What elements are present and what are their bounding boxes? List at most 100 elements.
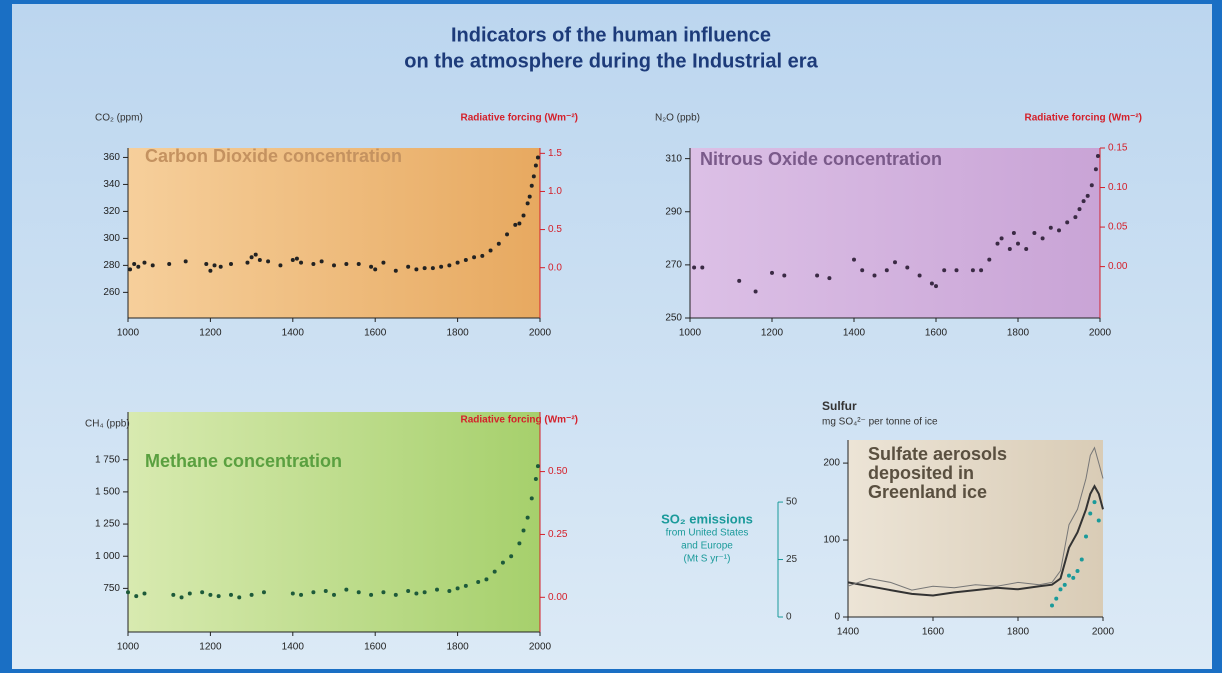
data-point xyxy=(278,263,282,267)
data-point xyxy=(332,263,336,267)
data-point xyxy=(237,595,241,599)
y2-axis-label: Radiative forcing (Wm⁻²) xyxy=(1024,113,1142,124)
data-point xyxy=(472,255,476,259)
y-axis-label: N₂O (ppb) xyxy=(655,113,700,124)
data-point xyxy=(373,267,377,271)
data-point xyxy=(1041,236,1045,240)
x-tick-label: 1400 xyxy=(837,627,860,638)
data-point xyxy=(184,259,188,263)
x-tick-label: 1200 xyxy=(199,328,222,339)
y2-tick-label: 0.00 xyxy=(1108,261,1128,272)
data-point xyxy=(1093,500,1097,504)
data-point xyxy=(1082,199,1086,203)
data-point xyxy=(208,593,212,597)
data-point xyxy=(1078,207,1082,211)
y-tick-label: 320 xyxy=(103,206,120,217)
x-tick-label: 2000 xyxy=(1092,627,1115,638)
data-point xyxy=(447,589,451,593)
figure: Indicators of the human influence on the… xyxy=(0,0,1222,673)
data-point xyxy=(344,588,348,592)
data-point xyxy=(852,258,856,262)
data-point xyxy=(134,594,138,598)
data-point xyxy=(464,258,468,262)
data-point xyxy=(1008,247,1012,251)
data-point xyxy=(213,263,217,267)
data-point xyxy=(128,267,132,271)
data-point xyxy=(291,258,295,262)
data-point xyxy=(266,259,270,263)
data-point xyxy=(885,268,889,272)
data-point xyxy=(770,271,774,275)
y2-tick-label: 0.5 xyxy=(548,224,562,235)
data-point xyxy=(497,242,501,246)
data-point xyxy=(414,267,418,271)
data-point xyxy=(299,593,303,597)
y-tick-label: 280 xyxy=(103,260,120,271)
y-tick-label: 310 xyxy=(665,153,682,164)
x-tick-label: 1400 xyxy=(282,328,305,339)
plot-background xyxy=(690,148,1100,318)
y2-tick-label: 1.5 xyxy=(548,148,562,159)
data-point xyxy=(530,184,534,188)
chart-title: Greenland ice xyxy=(868,482,987,502)
data-point xyxy=(971,268,975,272)
x-tick-label: 1400 xyxy=(282,642,305,653)
data-point xyxy=(1012,231,1016,235)
data-point xyxy=(1096,154,1100,158)
data-point xyxy=(142,592,146,596)
data-point xyxy=(464,584,468,588)
data-point xyxy=(480,254,484,258)
data-point xyxy=(250,255,254,259)
data-point xyxy=(1094,167,1098,171)
y-tick-label: 300 xyxy=(103,233,120,244)
data-point xyxy=(431,266,435,270)
data-point xyxy=(456,261,460,265)
data-point xyxy=(501,561,505,565)
data-point xyxy=(126,590,130,594)
x-tick-label: 1000 xyxy=(679,328,702,339)
y-tick-label: 290 xyxy=(665,206,682,217)
data-point xyxy=(142,261,146,265)
data-point xyxy=(136,265,140,269)
data-point xyxy=(1000,236,1004,240)
data-point xyxy=(291,592,295,596)
y2-tick-label: 0.10 xyxy=(1108,182,1128,193)
chart-title: Sulfate aerosols xyxy=(868,444,1007,464)
y2-axis-label: from United States xyxy=(666,528,749,539)
data-point xyxy=(311,590,315,594)
y-axis-label: CH₄ (ppb) xyxy=(85,419,130,430)
y-tick-label: 1 750 xyxy=(95,454,120,465)
data-point xyxy=(1071,576,1075,580)
data-point xyxy=(1086,194,1090,198)
y-tick-label: 100 xyxy=(823,535,840,546)
data-point xyxy=(180,595,184,599)
y2-axis-label: Radiative forcing (Wm⁻²) xyxy=(460,415,578,426)
data-point xyxy=(423,266,427,270)
data-point xyxy=(955,268,959,272)
data-point xyxy=(229,262,233,266)
page-title: on the atmosphere during the Industrial … xyxy=(404,50,818,72)
y-tick-label: 340 xyxy=(103,179,120,190)
x-tick-label: 2000 xyxy=(1089,328,1112,339)
data-point xyxy=(344,262,348,266)
y2-axis-label: Radiative forcing (Wm⁻²) xyxy=(460,113,578,124)
data-point xyxy=(1016,242,1020,246)
data-point xyxy=(754,289,758,293)
data-point xyxy=(132,262,136,266)
page: Indicators of the human influence on the… xyxy=(0,0,1222,673)
data-point xyxy=(320,259,324,263)
y2-tick-label: 0 xyxy=(786,612,792,623)
data-point xyxy=(258,258,262,262)
data-point xyxy=(934,284,938,288)
y2-axis-label: and Europe xyxy=(681,541,733,552)
x-tick-label: 1600 xyxy=(364,328,387,339)
data-point xyxy=(188,592,192,596)
x-tick-label: 1800 xyxy=(446,328,469,339)
y2-tick-label: 0.0 xyxy=(548,262,562,273)
x-tick-label: 1200 xyxy=(761,328,784,339)
data-point xyxy=(245,261,249,265)
chart-title: deposited in xyxy=(868,463,974,483)
data-point xyxy=(423,590,427,594)
data-point xyxy=(942,268,946,272)
data-point xyxy=(509,554,513,558)
